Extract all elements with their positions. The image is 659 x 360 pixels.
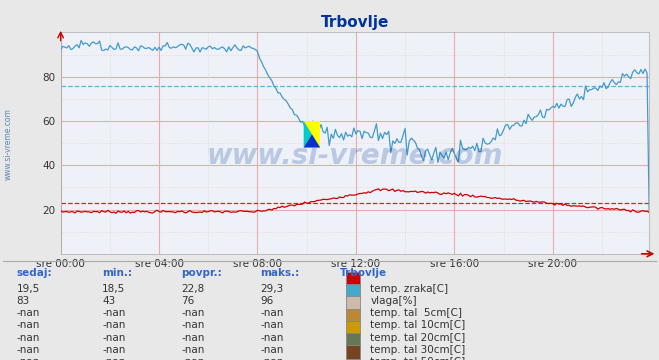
Text: temp. tal  5cm[C]: temp. tal 5cm[C] xyxy=(370,308,463,318)
Text: 76: 76 xyxy=(181,296,194,306)
Text: maks.:: maks.: xyxy=(260,268,300,278)
Text: -nan: -nan xyxy=(181,333,204,343)
Text: -nan: -nan xyxy=(16,333,40,343)
Text: www.si-vreme.com: www.si-vreme.com xyxy=(3,108,13,180)
Text: povpr.:: povpr.: xyxy=(181,268,222,278)
Text: -nan: -nan xyxy=(102,357,125,360)
Text: Trbovlje: Trbovlje xyxy=(339,268,387,278)
Text: temp. tal 50cm[C]: temp. tal 50cm[C] xyxy=(370,357,466,360)
Text: 96: 96 xyxy=(260,296,273,306)
Text: -nan: -nan xyxy=(102,308,125,318)
Text: -nan: -nan xyxy=(102,320,125,330)
Text: -nan: -nan xyxy=(260,320,283,330)
Text: -nan: -nan xyxy=(16,357,40,360)
Text: -nan: -nan xyxy=(260,333,283,343)
Text: -nan: -nan xyxy=(181,320,204,330)
Text: -nan: -nan xyxy=(102,333,125,343)
Text: 19,5: 19,5 xyxy=(16,284,40,294)
FancyBboxPatch shape xyxy=(346,345,360,359)
Text: -nan: -nan xyxy=(260,308,283,318)
Text: -nan: -nan xyxy=(102,345,125,355)
FancyBboxPatch shape xyxy=(346,272,360,286)
Text: 43: 43 xyxy=(102,296,115,306)
Text: temp. zraka[C]: temp. zraka[C] xyxy=(370,284,449,294)
FancyBboxPatch shape xyxy=(346,333,360,347)
FancyBboxPatch shape xyxy=(346,284,360,298)
Polygon shape xyxy=(304,134,320,148)
Text: temp. tal 10cm[C]: temp. tal 10cm[C] xyxy=(370,320,466,330)
Text: 22,8: 22,8 xyxy=(181,284,204,294)
Text: min.:: min.: xyxy=(102,268,132,278)
Text: -nan: -nan xyxy=(260,345,283,355)
FancyBboxPatch shape xyxy=(346,321,360,334)
Text: -nan: -nan xyxy=(260,357,283,360)
FancyBboxPatch shape xyxy=(346,309,360,323)
Text: temp. tal 30cm[C]: temp. tal 30cm[C] xyxy=(370,345,466,355)
Text: 18,5: 18,5 xyxy=(102,284,125,294)
Text: sedaj:: sedaj: xyxy=(16,268,52,278)
Text: 83: 83 xyxy=(16,296,30,306)
Text: -nan: -nan xyxy=(181,345,204,355)
Title: Trbovlje: Trbovlje xyxy=(321,15,389,30)
Text: -nan: -nan xyxy=(181,308,204,318)
Text: temp. tal 20cm[C]: temp. tal 20cm[C] xyxy=(370,333,466,343)
FancyBboxPatch shape xyxy=(304,121,320,148)
Text: 29,3: 29,3 xyxy=(260,284,283,294)
Text: -nan: -nan xyxy=(16,320,40,330)
FancyBboxPatch shape xyxy=(346,296,360,310)
Text: -nan: -nan xyxy=(181,357,204,360)
Text: www.si-vreme.com: www.si-vreme.com xyxy=(207,143,503,170)
Text: -nan: -nan xyxy=(16,308,40,318)
Text: vlaga[%]: vlaga[%] xyxy=(370,296,417,306)
Polygon shape xyxy=(304,121,312,148)
Text: -nan: -nan xyxy=(16,345,40,355)
